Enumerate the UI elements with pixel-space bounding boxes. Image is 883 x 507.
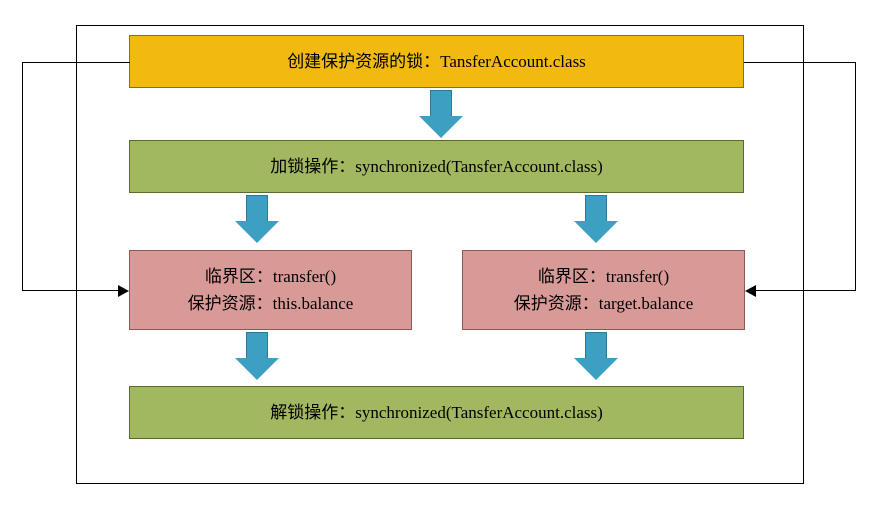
node-unlock-op: 解锁操作：synchronized(TansferAccount.class) [129, 386, 744, 439]
node-create-lock-text: 创建保护资源的锁：TansferAccount.class [287, 48, 586, 75]
left-connector-arrowhead [118, 285, 129, 297]
node-create-lock: 创建保护资源的锁：TansferAccount.class [129, 35, 744, 88]
node-lock-op: 加锁操作：synchronized(TansferAccount.class) [129, 140, 744, 193]
node-critical-right: 临界区：transfer() 保护资源：target.balance [462, 250, 745, 330]
arrow-critical-left-to-unlock [235, 332, 279, 380]
node-critical-left-line2: 保护资源：this.balance [188, 290, 354, 317]
node-unlock-op-text: 解锁操作：synchronized(TansferAccount.class) [270, 399, 603, 426]
node-lock-op-text: 加锁操作：synchronized(TansferAccount.class) [270, 153, 603, 180]
left-connector-h2 [22, 290, 122, 291]
right-connector-h1 [744, 62, 855, 63]
left-connector-h1 [22, 62, 130, 63]
node-critical-left: 临界区：transfer() 保护资源：this.balance [129, 250, 412, 330]
right-connector-v [855, 62, 856, 290]
node-critical-left-line1: 临界区：transfer() [205, 263, 336, 290]
node-critical-right-line2: 保护资源：target.balance [514, 290, 694, 317]
left-connector-v [22, 62, 23, 290]
node-critical-right-line1: 临界区：transfer() [538, 263, 669, 290]
arrow-lock-to-critical-left [235, 195, 279, 243]
arrow-create-to-lock [419, 90, 463, 138]
right-connector-h2 [756, 290, 856, 291]
arrow-critical-right-to-unlock [574, 332, 618, 380]
right-connector-arrowhead [745, 285, 756, 297]
arrow-lock-to-critical-right [574, 195, 618, 243]
